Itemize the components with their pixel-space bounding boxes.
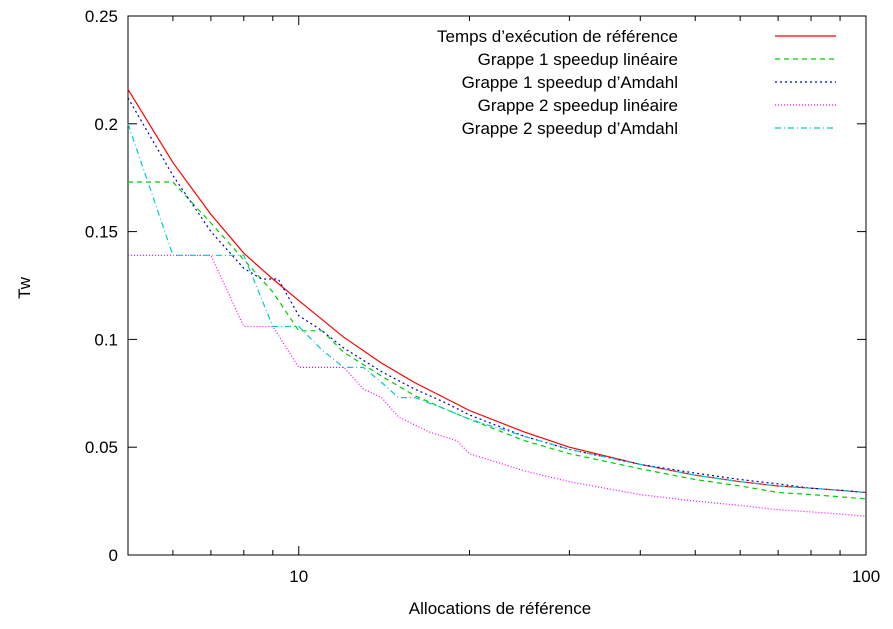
legend-label: Grappe 1 speedup linéaire: [478, 50, 678, 69]
series-line-2: [128, 181, 867, 500]
y-tick-label: 0.25: [85, 7, 118, 26]
axis-ticks: 0 0.05 0.1 0.15 0.2 0.25 10 100: [85, 7, 880, 586]
y-tick-label: 0: [109, 546, 118, 565]
y-tick-label: 0.05: [85, 438, 118, 457]
series-line-4: [128, 254, 867, 517]
legend-label: Grappe 1 speedup d’Amdahl: [462, 73, 678, 92]
legend-label: Grappe 2 speedup d’Amdahl: [462, 119, 678, 138]
y-tick-label: 0.15: [85, 223, 118, 242]
x-tick-label: 100: [852, 567, 880, 586]
y-axis-label: Tw: [15, 276, 34, 298]
x-tick-label: 10: [289, 567, 308, 586]
series-line-3: [127, 97, 867, 494]
series-line-5: [127, 123, 867, 494]
legend: Temps d’exécution de référence Grappe 1 s…: [437, 27, 836, 138]
plot-frame: [127, 15, 867, 556]
y-tick-label: 0.1: [94, 330, 118, 349]
plot-border: [127, 15, 867, 556]
legend-label: Temps d’exécution de référence: [437, 27, 678, 46]
x-axis-label: Allocations de référence: [409, 599, 591, 618]
legend-label: Grappe 2 speedup linéaire: [478, 96, 678, 115]
series-lines: [127, 88, 867, 517]
y-tick-label: 0.2: [94, 115, 118, 134]
series-line-1: [127, 88, 867, 494]
